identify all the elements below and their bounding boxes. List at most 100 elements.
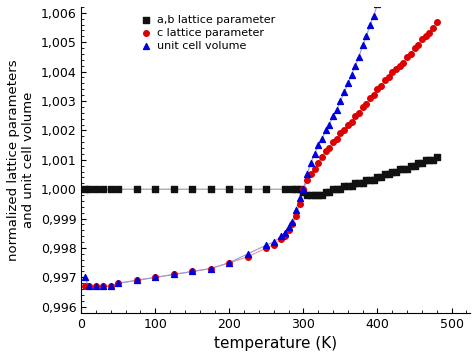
a,b lattice parameter	[299, 189, 307, 195]
a,b lattice parameter	[310, 192, 317, 198]
unit cell volume	[317, 136, 325, 142]
unit cell volume	[244, 251, 251, 257]
unit cell volume	[347, 72, 355, 77]
unit cell volume	[369, 13, 377, 19]
a,b lattice parameter	[169, 186, 177, 192]
unit cell volume	[99, 283, 107, 289]
c lattice parameter	[92, 283, 99, 289]
c lattice parameter	[377, 83, 384, 89]
unit cell volume	[332, 107, 340, 113]
unit cell volume	[207, 266, 214, 271]
c lattice parameter	[358, 104, 366, 110]
unit cell volume	[284, 224, 292, 230]
a,b lattice parameter	[280, 186, 288, 192]
a,b lattice parameter	[325, 189, 332, 195]
a,b lattice parameter	[417, 160, 425, 166]
unit cell volume	[314, 142, 321, 148]
unit cell volume	[307, 160, 314, 166]
Y-axis label: normalized lattice parameters
and unit cell volume: normalized lattice parameters and unit c…	[7, 59, 35, 261]
unit cell volume	[321, 127, 329, 133]
c lattice parameter	[295, 201, 303, 207]
a,b lattice parameter	[92, 186, 99, 192]
c lattice parameter	[414, 42, 421, 48]
c lattice parameter	[307, 171, 314, 177]
c lattice parameter	[425, 30, 432, 36]
unit cell volume	[188, 268, 196, 274]
a,b lattice parameter	[428, 157, 436, 163]
c lattice parameter	[321, 148, 329, 154]
a,b lattice parameter	[332, 186, 340, 192]
a,b lattice parameter	[355, 180, 362, 186]
a,b lattice parameter	[314, 192, 321, 198]
unit cell volume	[92, 283, 99, 289]
a,b lattice parameter	[133, 186, 140, 192]
unit cell volume	[151, 275, 159, 280]
X-axis label: temperature (K): temperature (K)	[214, 336, 337, 351]
a,b lattice parameter	[366, 178, 373, 183]
c lattice parameter	[317, 154, 325, 160]
c lattice parameter	[421, 34, 428, 39]
c lattice parameter	[336, 130, 344, 136]
c lattice parameter	[303, 178, 310, 183]
c lattice parameter	[284, 227, 292, 233]
c lattice parameter	[391, 66, 399, 72]
unit cell volume	[262, 242, 269, 248]
c lattice parameter	[366, 95, 373, 101]
c lattice parameter	[395, 63, 403, 69]
unit cell volume	[299, 186, 307, 192]
a,b lattice parameter	[387, 169, 395, 174]
a,b lattice parameter	[351, 180, 358, 186]
unit cell volume	[328, 113, 336, 118]
c lattice parameter	[384, 74, 392, 80]
unit cell volume	[295, 195, 303, 201]
unit cell volume	[85, 283, 92, 289]
a,b lattice parameter	[207, 186, 214, 192]
unit cell volume	[269, 239, 277, 245]
c lattice parameter	[347, 119, 355, 125]
a,b lattice parameter	[384, 171, 392, 177]
c lattice parameter	[207, 266, 214, 271]
unit cell volume	[288, 219, 296, 224]
unit cell volume	[292, 207, 299, 213]
a,b lattice parameter	[399, 166, 407, 171]
a,b lattice parameter	[402, 166, 410, 171]
c lattice parameter	[410, 45, 417, 51]
c lattice parameter	[310, 166, 317, 171]
unit cell volume	[169, 272, 177, 277]
unit cell volume	[310, 151, 317, 157]
c lattice parameter	[262, 245, 269, 251]
a,b lattice parameter	[328, 186, 336, 192]
unit cell volume	[355, 54, 362, 60]
c lattice parameter	[292, 213, 299, 218]
c lattice parameter	[280, 233, 288, 239]
c lattice parameter	[380, 78, 388, 83]
a,b lattice parameter	[244, 186, 251, 192]
unit cell volume	[114, 280, 122, 286]
c lattice parameter	[325, 145, 332, 151]
a,b lattice parameter	[85, 186, 92, 192]
a,b lattice parameter	[114, 186, 122, 192]
c lattice parameter	[399, 60, 407, 66]
c lattice parameter	[114, 280, 122, 286]
a,b lattice parameter	[395, 166, 403, 171]
unit cell volume	[107, 283, 114, 289]
unit cell volume	[351, 63, 358, 69]
c lattice parameter	[355, 110, 362, 116]
c lattice parameter	[417, 37, 425, 42]
a,b lattice parameter	[336, 186, 344, 192]
c lattice parameter	[188, 268, 196, 274]
a,b lattice parameter	[432, 154, 440, 160]
c lattice parameter	[362, 101, 369, 107]
a,b lattice parameter	[347, 183, 355, 189]
a,b lattice parameter	[262, 186, 269, 192]
c lattice parameter	[387, 69, 395, 74]
c lattice parameter	[332, 136, 340, 142]
a,b lattice parameter	[391, 169, 399, 174]
c lattice parameter	[81, 283, 89, 289]
c lattice parameter	[151, 275, 159, 280]
unit cell volume	[339, 90, 347, 95]
c lattice parameter	[351, 113, 358, 118]
a,b lattice parameter	[288, 186, 296, 192]
a,b lattice parameter	[362, 178, 369, 183]
c lattice parameter	[225, 260, 233, 266]
